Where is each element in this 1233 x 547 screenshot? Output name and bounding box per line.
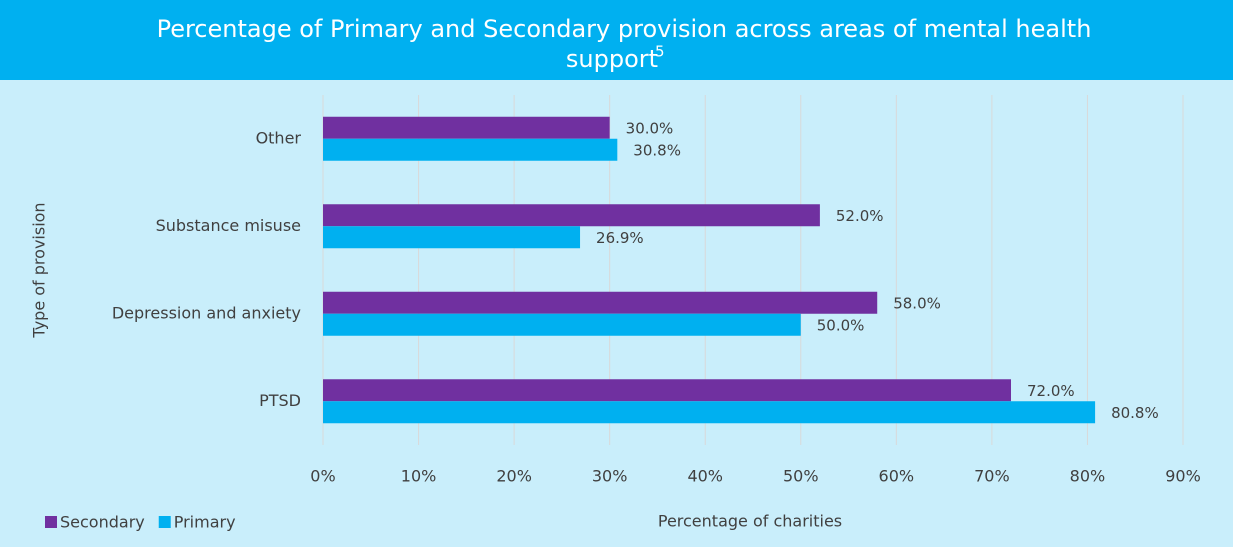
chart-title: Percentage of Primary and Secondary prov…: [157, 15, 1092, 43]
title-bar: [0, 0, 1233, 80]
y-tick-label: Substance misuse: [156, 216, 301, 235]
x-tick-label: 20%: [496, 467, 532, 486]
x-tick-label: 0%: [310, 467, 335, 486]
value-label: 52.0%: [836, 207, 884, 225]
y-tick-label: PTSD: [259, 391, 301, 410]
x-tick-label: 60%: [879, 467, 915, 486]
legend-swatch: [45, 516, 57, 528]
x-tick-label: 10%: [401, 467, 437, 486]
bar: [323, 204, 820, 227]
bar: [323, 401, 1096, 424]
y-axis-label: Type of provision: [30, 202, 49, 338]
legend-label: Primary: [174, 513, 236, 532]
x-tick-label: 80%: [1070, 467, 1106, 486]
x-axis-label: Percentage of charities: [658, 512, 842, 531]
bar: [323, 116, 610, 139]
value-label: 80.8%: [1111, 404, 1159, 422]
chart-title-line2: support: [566, 45, 658, 73]
value-label: 72.0%: [1027, 382, 1075, 400]
bar: [323, 226, 581, 249]
x-tick-label: 90%: [1165, 467, 1201, 486]
value-label: 26.9%: [596, 229, 644, 247]
title-superscript: 5: [655, 43, 665, 61]
legend-swatch: [158, 516, 171, 528]
bar: [323, 138, 618, 161]
value-label: 30.8%: [633, 141, 681, 159]
bar: [323, 313, 801, 336]
value-label: 50.0%: [817, 316, 865, 334]
bar: [323, 291, 878, 314]
x-tick-label: 70%: [974, 467, 1010, 486]
x-tick-label: 50%: [783, 467, 819, 486]
value-label: 58.0%: [893, 294, 941, 312]
y-tick-label: Depression and anxiety: [112, 303, 301, 322]
x-tick-label: 30%: [592, 467, 628, 486]
legend-label: Secondary: [60, 513, 145, 532]
y-tick-label: Other: [256, 128, 302, 147]
x-tick-label: 40%: [687, 467, 723, 486]
bar: [323, 379, 1011, 402]
value-label: 30.0%: [626, 119, 674, 137]
